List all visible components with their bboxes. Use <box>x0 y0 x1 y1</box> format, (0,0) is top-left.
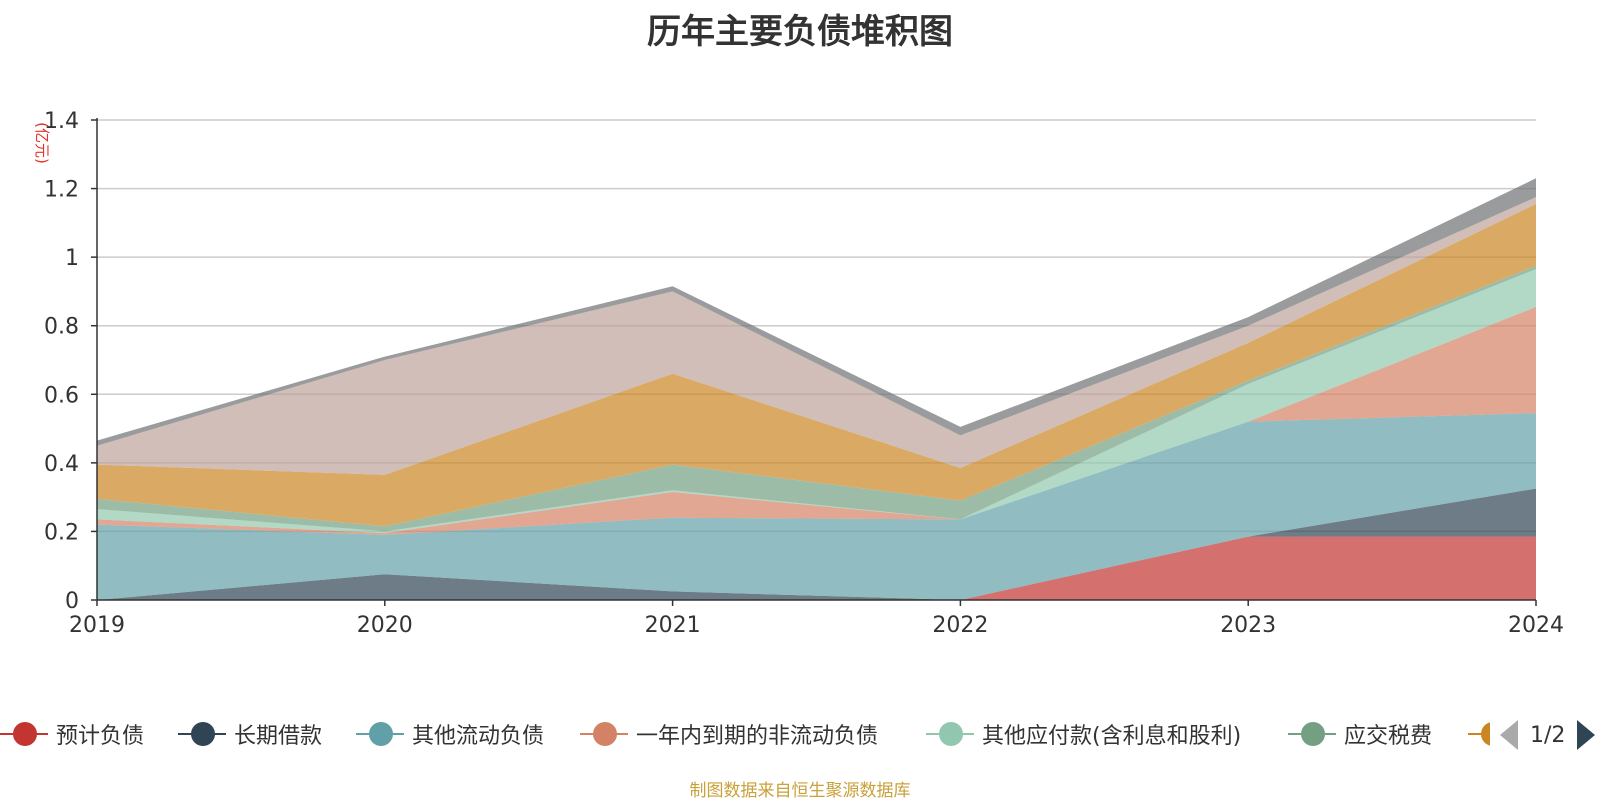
x-tick-label: 2021 <box>645 613 701 638</box>
x-tick-label: 2019 <box>69 613 125 638</box>
legend-marker-icon <box>178 721 226 747</box>
legend-item-2[interactable]: 其他流动负债 <box>356 716 544 752</box>
area-series <box>97 178 1536 600</box>
legend: 预计负债 长期借款 其他流动负债 一年内到期的非流动负债 其他应付款(含利息和股利) 应交… <box>0 716 1490 752</box>
legend-item-5[interactable]: 应交税费 <box>1288 716 1432 752</box>
legend-item-0[interactable]: 预计负债 <box>0 716 144 752</box>
legend-item-6[interactable]: 应付账款 <box>1468 716 1490 752</box>
source-note: 制图数据来自恒生聚源数据库 <box>689 781 911 801</box>
x-tick-label: 2020 <box>357 613 413 638</box>
legend-next-page-icon[interactable] <box>1577 720 1596 750</box>
y-axis-unit: (亿元) <box>33 122 51 164</box>
y-tick-label: 1 <box>65 246 79 271</box>
legend-item-4[interactable]: 其他应付款(含利息和股利) <box>926 716 1241 752</box>
legend-label: 一年内到期的非流动负债 <box>636 724 879 749</box>
legend-item-1[interactable]: 长期借款 <box>178 716 322 752</box>
legend-prev-page-icon[interactable] <box>1500 720 1518 750</box>
area-series-6[interactable] <box>97 204 1536 527</box>
x-tick-label: 2024 <box>1508 613 1564 638</box>
legend-marker-icon <box>926 721 974 747</box>
legend-label: 其他应付款(含利息和股利) <box>982 724 1242 749</box>
chart-title: 历年主要负债堆积图 <box>647 12 953 52</box>
x-tick-label: 2023 <box>1220 613 1276 638</box>
area-series-4[interactable] <box>97 269 1536 534</box>
legend-marker-icon <box>1288 721 1336 747</box>
y-tick-label: 1.4 <box>44 109 79 134</box>
legend-label: 应交税费 <box>1344 724 1433 749</box>
y-tick-label: 1.2 <box>44 178 79 203</box>
y-tick-label: 0.6 <box>44 383 79 408</box>
legend-marker-icon <box>1468 721 1490 747</box>
axes: 0 0.2 0.4 0.6 0.8 1 1.2 1.4 2019 2020 2021 2022 2023… <box>44 109 1564 638</box>
legend-pager: 1/2 <box>1500 718 1596 752</box>
x-tick-label: 2022 <box>932 613 988 638</box>
legend-label: 预计负债 <box>56 724 145 749</box>
area-series-2[interactable] <box>97 413 1536 600</box>
legend-label: 长期借款 <box>234 724 323 749</box>
legend-item-3[interactable]: 一年内到期的非流动负债 <box>580 716 878 752</box>
area-series-0[interactable] <box>97 536 1536 600</box>
area-series-7[interactable] <box>97 197 1536 475</box>
y-tick-label: 0.8 <box>44 315 79 340</box>
y-tick-label: 0 <box>65 589 79 614</box>
legend-marker-icon <box>356 721 404 747</box>
legend-page-indicator: 1/2 <box>1530 722 1566 748</box>
legend-marker-icon <box>580 721 628 747</box>
y-tick-label: 0.2 <box>44 520 79 545</box>
legend-label: 其他流动负债 <box>412 724 545 749</box>
area-series-1[interactable] <box>97 488 1536 600</box>
y-tick-label: 0.4 <box>44 452 79 477</box>
legend-marker-icon <box>0 721 48 747</box>
